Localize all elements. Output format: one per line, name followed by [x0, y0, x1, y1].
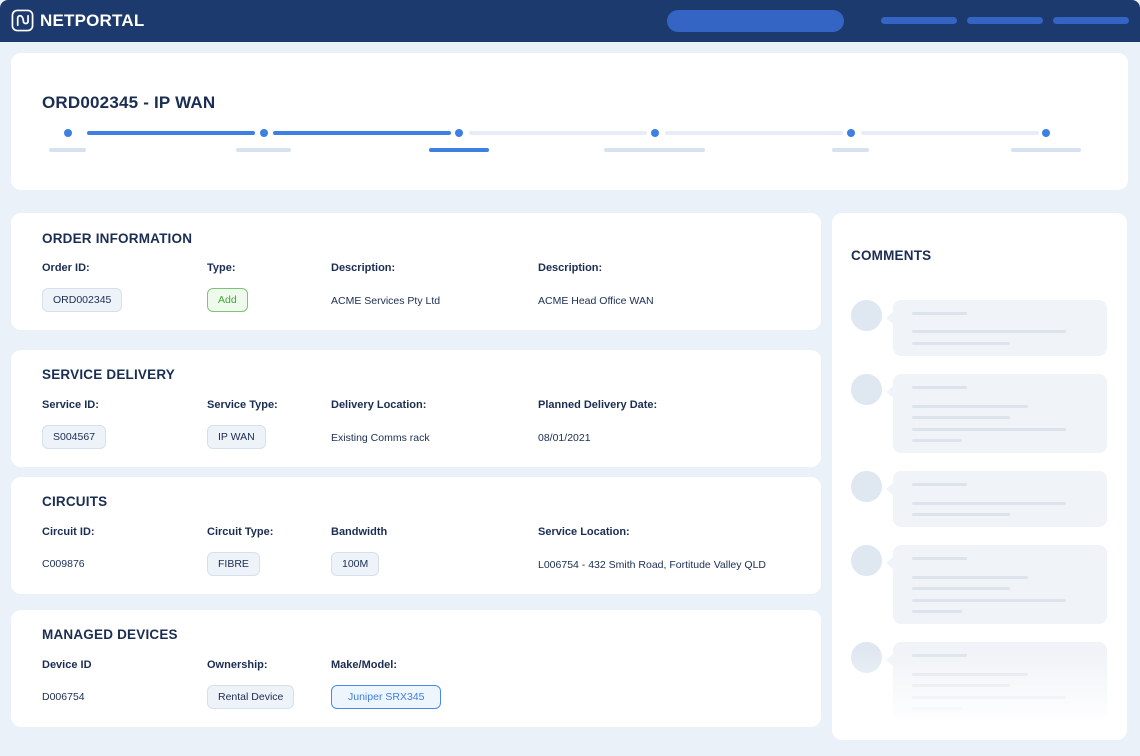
nav-link-1[interactable] [881, 17, 957, 24]
delivery-location-value: Existing Comms rack [331, 432, 430, 444]
progress-step-label [604, 148, 705, 152]
order-id-value: ORD002345 [42, 288, 123, 312]
description-value: ACME Services Pty Ltd [331, 295, 441, 307]
make-model-label: Make/Model: [331, 659, 398, 671]
device-id-label: Device ID [42, 659, 92, 671]
progress-segment [273, 131, 451, 135]
order-id-label: Order ID: [42, 262, 90, 274]
order-title: ORD002345 - IP WAN [42, 93, 216, 112]
text-placeholder [912, 483, 967, 486]
section-title: MANAGED DEVICES [42, 627, 178, 642]
brand-name[interactable]: NETPORTAL [40, 11, 145, 30]
comment-bubble [886, 471, 1107, 527]
text-placeholder [912, 513, 1010, 516]
text-placeholder [912, 610, 962, 613]
planned-delivery-date-label: Planned Delivery Date: [538, 399, 658, 411]
avatar [851, 471, 882, 502]
text-placeholder [912, 428, 1066, 431]
delivery-location-label: Delivery Location: [331, 399, 427, 411]
section-title: ORDER INFORMATION [42, 231, 193, 246]
progress-segment [87, 131, 255, 135]
text-placeholder [912, 587, 1010, 590]
service-id-value: S004567 [42, 425, 107, 449]
text-placeholder [912, 557, 967, 560]
circuit-id-label: Circuit ID: [42, 526, 95, 538]
comment-bubble [886, 545, 1107, 624]
planned-delivery-date-value: 08/01/2021 [538, 432, 591, 444]
progress-step-5[interactable] [847, 129, 855, 137]
ownership-label: Ownership: [207, 659, 268, 671]
avatar [851, 300, 882, 331]
top-bar: NETPORTAL [0, 0, 1140, 42]
type-label: Type: [207, 262, 236, 274]
search-bar[interactable] [667, 10, 844, 32]
order-progress-card: ORD002345 - IP WAN [11, 53, 1128, 190]
circuit-type-value: FIBRE [207, 552, 260, 576]
netportal-logo-icon[interactable] [11, 9, 34, 32]
service-type-value: IP WAN [207, 425, 266, 449]
service-location-label: Service Location: [538, 526, 630, 538]
comments-fade [832, 650, 1127, 740]
text-placeholder [912, 576, 1028, 579]
text-placeholder [912, 312, 967, 315]
progress-step-label [49, 148, 86, 152]
progress-step-4[interactable] [651, 129, 659, 137]
text-placeholder [912, 342, 1010, 345]
progress-step-2[interactable] [260, 129, 268, 137]
description-label: Description: [538, 262, 603, 274]
comment-bubble [886, 300, 1107, 356]
text-placeholder [912, 599, 1066, 602]
comment-bubble [886, 374, 1107, 453]
text-placeholder [912, 386, 967, 389]
service-id-label: Service ID: [42, 399, 99, 411]
text-placeholder [912, 330, 1066, 333]
text-placeholder [912, 405, 1028, 408]
service-delivery-card: SERVICE DELIVERY Service ID: Service Typ… [11, 350, 821, 467]
bandwidth-label: Bandwidth [331, 526, 388, 538]
nav-link-3[interactable] [1053, 17, 1129, 24]
ownership-value: Rental Device [207, 685, 295, 709]
description-label: Description: [331, 262, 396, 274]
progress-step-label [236, 148, 291, 152]
comments-title: COMMENTS [851, 248, 932, 263]
progress-segment [861, 131, 1039, 135]
section-title: CIRCUITS [42, 494, 108, 509]
nav-link-2[interactable] [967, 17, 1043, 24]
circuit-id-value: C009876 [42, 558, 85, 570]
comments-panel: COMMENTS [832, 213, 1127, 740]
description-value: ACME Head Office WAN [538, 295, 654, 307]
order-information-card: ORDER INFORMATION Order ID: Type: Descri… [11, 213, 821, 330]
section-title: SERVICE DELIVERY [42, 367, 175, 382]
text-placeholder [912, 416, 1010, 419]
make-model-link[interactable]: Juniper SRX345 [331, 685, 442, 709]
avatar [851, 374, 882, 405]
circuit-type-label: Circuit Type: [207, 526, 274, 538]
progress-step-label-current [429, 148, 489, 152]
progress-segment [665, 131, 843, 135]
type-badge: Add [207, 288, 248, 312]
progress-segment [469, 131, 647, 135]
managed-devices-card: MANAGED DEVICES Device ID Ownership: Mak… [11, 610, 821, 727]
circuits-card: CIRCUITS Circuit ID: Circuit Type: Bandw… [11, 477, 821, 594]
progress-step-1[interactable] [64, 129, 72, 137]
progress-step-3[interactable] [455, 129, 463, 137]
bandwidth-value: 100M [331, 552, 380, 576]
text-placeholder [912, 439, 962, 442]
text-placeholder [912, 502, 1066, 505]
service-location-value: L006754 - 432 Smith Road, Fortitude Vall… [538, 559, 767, 571]
progress-step-6[interactable] [1042, 129, 1050, 137]
device-id-value: D006754 [42, 691, 85, 703]
service-type-label: Service Type: [207, 399, 278, 411]
progress-step-label [1011, 148, 1081, 152]
avatar [851, 545, 882, 576]
progress-step-label [832, 148, 869, 152]
